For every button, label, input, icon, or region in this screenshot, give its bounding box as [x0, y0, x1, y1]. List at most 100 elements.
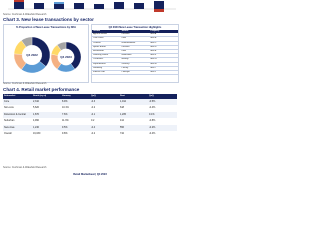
- cell: Education: [120, 53, 150, 59]
- row: Non-core 5,620 10.1% -0.2 618 -0.4%: [3, 105, 177, 111]
- cell: -0.2: [91, 106, 96, 110]
- header-cell: Submarket: [3, 94, 32, 99]
- cell: New Area: [3, 124, 32, 132]
- highlights-panel: Q4 2023 New Lease Transaction Highlights…: [91, 24, 179, 83]
- cell: Cafe chain: [92, 36, 121, 42]
- cell: Non-core: [4, 106, 14, 110]
- row: Sports brand Fashion Mall D: [92, 45, 178, 51]
- cell: Supermarket: [92, 62, 121, 67]
- footer: Retail Marketbeat | Q4 2023: [73, 173, 107, 176]
- cell: -0.2%: [148, 124, 177, 132]
- row: Cosmetics Beauty Mall G: [92, 57, 178, 63]
- header-cell: Rent: [119, 94, 148, 99]
- cell: Mall B: [149, 36, 178, 42]
- page: {"top_source": "Source: Cushman & Wakefi…: [0, 0, 180, 180]
- donut-charts: Q4 2022 Q4 2023: [13, 36, 82, 74]
- cell: 7.6%: [61, 111, 90, 119]
- cell: Mall A: [149, 33, 178, 38]
- donut-panel: % Proportion of New Lease Transactions b…: [3, 24, 89, 83]
- cell: -0.8%: [149, 119, 156, 123]
- cell: Mall H: [149, 62, 178, 67]
- top-chart-fragment: [8, 0, 176, 12]
- cell: 1,240: [32, 124, 61, 132]
- donut-label: Q4 2022: [26, 53, 38, 57]
- cell: 618: [120, 106, 124, 110]
- row: New Area 1,240 9.5% -0.4 556 -0.2%: [3, 124, 177, 132]
- donut-label: Q4 2023: [60, 55, 72, 59]
- row: Jewellery Luxury Mall I: [92, 66, 178, 72]
- cell: -0.1: [90, 111, 119, 119]
- cell: -0.4%: [149, 132, 156, 136]
- cell: Apparel brand: [92, 33, 121, 38]
- performance-table: Submarket Stock (sq m) Vacancy QoQ Rent QoQ Co…: [3, 94, 177, 137]
- cell: Learning centre: [92, 53, 121, 59]
- cell: F&B: [120, 49, 150, 55]
- cell: Grocery: [120, 62, 150, 67]
- row: Learning centre Education Mall F: [92, 53, 178, 59]
- cell: Downtown & Central: [3, 111, 32, 119]
- cell: Sports brand: [92, 45, 121, 51]
- cell: 412: [120, 119, 124, 123]
- cell: Restaurant: [92, 49, 121, 55]
- cell: 10.1%: [62, 106, 69, 110]
- cell: Mall C: [149, 41, 178, 46]
- row: Fitness club Lifestyle Mall J: [92, 70, 178, 76]
- cell: Jewellery: [92, 66, 121, 72]
- cell: Entertainment: [120, 41, 150, 46]
- row: Cinema Entertainment Mall C: [92, 41, 178, 46]
- cell: 2,310: [32, 99, 61, 106]
- cell: 5,620: [33, 106, 39, 110]
- cell: -0.2: [91, 132, 96, 136]
- header-cell: Sector: [120, 30, 150, 34]
- cell: Mall E: [149, 49, 178, 55]
- header-cell: Stock (sq m): [32, 94, 61, 99]
- cell: Luxury: [120, 66, 150, 72]
- cell: Fashion: [120, 45, 150, 51]
- cell: Mall D: [149, 45, 178, 51]
- cell: -0.4%: [149, 106, 156, 110]
- header-row: Tenant Sector Property: [92, 30, 178, 34]
- cell: Beauty: [120, 57, 150, 63]
- row: Overall 16,030 9.8% -0.2 742 -0.4%: [3, 131, 177, 137]
- row: Downtown & Central 1,870 7.6% -0.1 1,205 0.1%: [3, 111, 177, 119]
- donut-slice: [31, 36, 51, 67]
- cell: Core: [3, 99, 32, 106]
- cell: 742: [120, 132, 124, 136]
- cell: Mall G: [149, 57, 178, 63]
- cell: Fashion: [120, 33, 150, 38]
- cell: F&B: [120, 36, 150, 42]
- source: Source: Cushman & Wakefield Research: [3, 82, 47, 85]
- cell: 11.3%: [62, 119, 69, 123]
- donut-slice: [21, 36, 33, 48]
- highlights-table: Tenant Sector Property Apparel brand Fashion…: [92, 30, 178, 76]
- section-title: Chart 3. New lease transactions by secto…: [3, 17, 94, 22]
- cell: 1,012: [119, 99, 148, 106]
- performance-table-wrap: Submarket Stock (sq m) Vacancy QoQ Rent QoQ Co…: [3, 94, 177, 137]
- header-cell: Tenant: [92, 30, 121, 34]
- cell: Cosmetics: [92, 57, 121, 63]
- section-title: Chart 4. Retail market performance: [3, 87, 80, 92]
- cell: -0.4: [90, 124, 119, 132]
- row: Suburban 4,990 11.3% 0.2 412 -0.8%: [3, 118, 177, 124]
- cell: 1,870: [32, 111, 61, 119]
- cell: Suburban: [4, 119, 15, 123]
- header-cell: Vacancy: [61, 94, 90, 99]
- row: Core 2,310 8.9% -0.3 1,012 -0.5%: [3, 99, 177, 106]
- row: Cafe chain F&B Mall B: [92, 36, 178, 42]
- cell: 556: [119, 124, 148, 132]
- panel-title: Q4 2023 New Lease Transaction Highlights: [108, 26, 162, 29]
- cell: 0.2: [91, 119, 95, 123]
- row: Apparel brand Fashion Mall A: [92, 33, 178, 38]
- cell: 1,205: [119, 111, 148, 119]
- source: Source: Cushman & Wakefield Research: [3, 166, 47, 169]
- cell: 9.5%: [61, 124, 90, 132]
- cell: Mall F: [149, 53, 178, 59]
- row: Supermarket Grocery Mall H: [92, 62, 178, 67]
- header-cell: QoQ: [90, 94, 119, 99]
- donut-slice: [56, 41, 67, 51]
- cell: 9.8%: [62, 132, 68, 136]
- cell: 0.1%: [148, 111, 177, 119]
- cell: Overall: [4, 132, 12, 136]
- source: Source: Cushman & Wakefield Research: [3, 13, 47, 16]
- cell: -0.5%: [148, 99, 177, 106]
